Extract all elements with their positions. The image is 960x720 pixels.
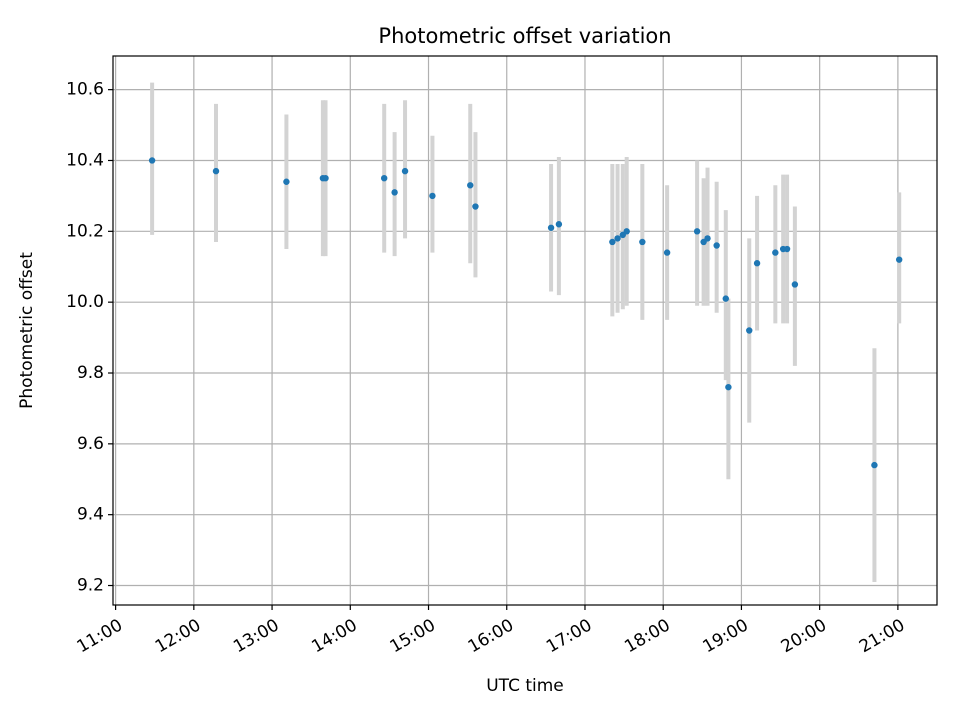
data-point: [663, 249, 671, 256]
y-tick-label: 9.2: [77, 576, 104, 596]
data-point: [772, 249, 779, 256]
data-points: [148, 157, 903, 469]
y-tick-label: 10.2: [66, 221, 104, 241]
data-point: [639, 238, 646, 246]
data-point: [472, 203, 479, 210]
data-point: [725, 383, 732, 391]
x-axis-title: UTC time: [486, 676, 564, 696]
data-point: [467, 182, 474, 189]
data-point: [322, 174, 329, 182]
y-tick-label: 9.4: [77, 505, 104, 525]
y-tick-label: 10.4: [66, 150, 104, 170]
y-axis-title: Photometric offset: [17, 252, 37, 409]
data-point: [148, 157, 156, 164]
data-point: [871, 461, 878, 469]
data-point: [722, 295, 729, 302]
data-point: [704, 235, 711, 242]
data-point: [746, 327, 753, 334]
y-tick-label: 9.6: [77, 434, 104, 454]
data-point: [753, 260, 761, 267]
grid: [113, 56, 937, 605]
data-point: [391, 189, 398, 196]
data-point: [693, 228, 701, 235]
data-point: [555, 221, 563, 228]
data-point: [283, 178, 290, 185]
data-point: [380, 174, 388, 182]
data-point: [791, 281, 799, 288]
data-point: [895, 256, 903, 263]
y-tick-label: 10.0: [66, 292, 104, 312]
plot-frame: [112, 55, 938, 606]
data-point: [713, 242, 720, 249]
data-point: [783, 245, 791, 253]
y-axis-ticks: 9.2 9.4 9.6 9.8 10.0 10.2 10.4 10.6: [66, 80, 113, 596]
data-point: [429, 192, 436, 200]
y-tick-label: 10.6: [66, 80, 104, 100]
data-point: [401, 167, 409, 175]
data-point: [609, 238, 616, 246]
data-point: [623, 228, 630, 235]
y-tick-label: 9.8: [77, 363, 104, 383]
data-point: [614, 235, 621, 242]
chart-title: Photometric offset variation: [378, 24, 671, 48]
data-point: [547, 224, 555, 231]
data-point: [212, 167, 220, 175]
